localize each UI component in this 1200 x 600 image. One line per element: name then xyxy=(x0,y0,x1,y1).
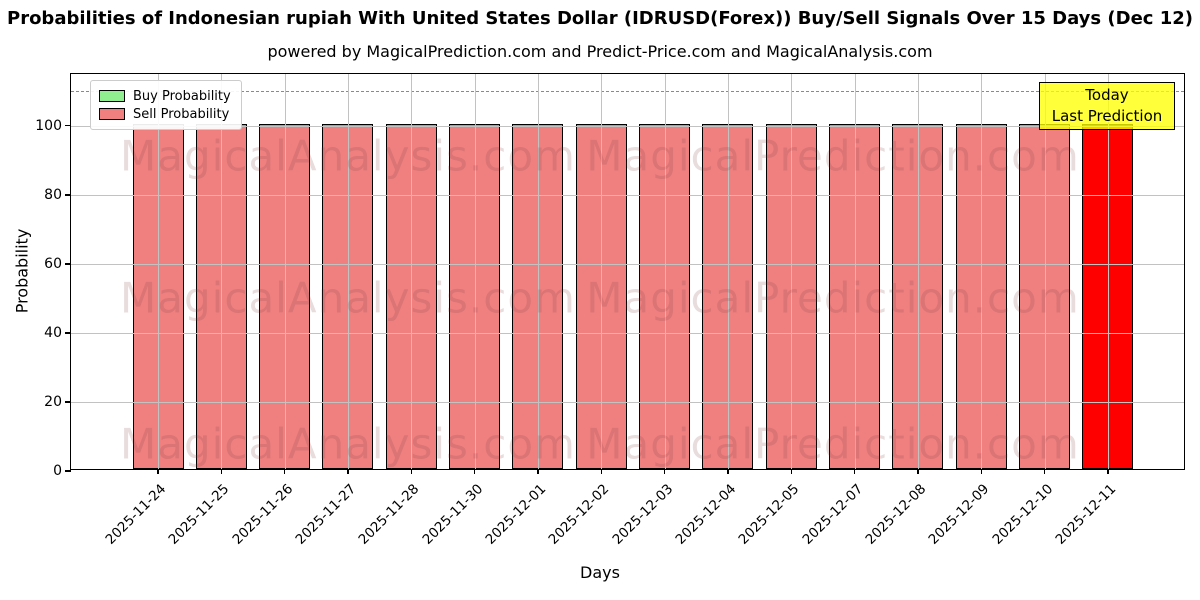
legend-label-sell: Sell Probability xyxy=(133,106,230,122)
v-gridline-2025-12-02 xyxy=(601,74,603,469)
x-tick-mark-2025-11-30 xyxy=(474,469,476,474)
legend: Buy Probability Sell Probability xyxy=(90,80,242,130)
y-tick-mark-0 xyxy=(65,470,71,472)
today-callout-line2: Last Prediction xyxy=(1051,107,1163,125)
v-gridline-2025-12-04 xyxy=(727,74,729,469)
v-gridline-2025-11-27 xyxy=(347,74,349,469)
sell-swatch-icon xyxy=(99,108,125,120)
buy-swatch-icon xyxy=(99,90,125,102)
x-tick-mark-2025-11-26 xyxy=(284,469,286,474)
dashed-threshold-line xyxy=(71,91,1184,93)
plot-inner: MagicalAnalysis.com MagicalPrediction.co… xyxy=(71,74,1184,469)
today-last-prediction-callout: Today Last Prediction xyxy=(1039,82,1175,130)
y-axis-label: Probability xyxy=(12,228,32,314)
h-gridline-80 xyxy=(71,194,1184,196)
v-gridline-2025-12-01 xyxy=(537,74,539,469)
x-tick-mark-2025-11-25 xyxy=(220,469,223,474)
x-tick-mark-2025-12-10 xyxy=(1044,469,1046,474)
v-gridline-2025-12-09 xyxy=(981,74,983,469)
y-tick-label-60: 60 xyxy=(44,255,62,272)
v-gridline-2025-11-30 xyxy=(474,74,476,469)
x-axis-label: Days xyxy=(580,563,620,582)
h-gridline-100 xyxy=(71,125,1184,127)
x-tick-label-2025-11-24: 2025-11-24 xyxy=(102,481,170,548)
v-gridline-2025-11-24 xyxy=(158,74,159,469)
x-tick-mark-2025-12-08 xyxy=(917,469,919,474)
today-callout-line1: Today xyxy=(1085,86,1129,104)
chart-subtitle: powered by MagicalPrediction.com and Pre… xyxy=(267,42,933,61)
v-gridline-2025-11-28 xyxy=(411,74,413,469)
chart-title: Probabilities of Indonesian rupiah With … xyxy=(7,8,1193,29)
x-tick-mark-2025-11-28 xyxy=(410,469,413,474)
v-gridline-2025-12-11 xyxy=(1107,74,1109,469)
x-tick-mark-2025-12-01 xyxy=(537,469,539,474)
y-tick-mark-40 xyxy=(65,332,71,334)
x-tick-mark-2025-11-24 xyxy=(157,469,159,474)
h-gridline-20 xyxy=(71,401,1184,403)
h-gridline-60 xyxy=(71,263,1184,265)
x-tick-mark-2025-12-02 xyxy=(600,469,602,474)
v-gridline-2025-11-26 xyxy=(284,74,286,469)
y-tick-mark-60 xyxy=(65,263,71,265)
y-tick-mark-80 xyxy=(65,194,71,196)
y-tick-label-20: 20 xyxy=(44,393,62,410)
x-tick-mark-2025-11-27 xyxy=(347,469,349,474)
x-tick-mark-2025-12-09 xyxy=(980,469,982,474)
v-gridline-2025-11-25 xyxy=(221,74,223,469)
plot-area: MagicalAnalysis.com MagicalPrediction.co… xyxy=(35,73,1185,548)
x-tick-mark-2025-12-05 xyxy=(790,469,792,474)
v-gridline-2025-12-10 xyxy=(1044,74,1046,469)
x-tick-mark-2025-12-04 xyxy=(727,469,729,474)
y-tick-label-100: 100 xyxy=(35,117,62,134)
legend-item-sell: Sell Probability xyxy=(99,105,231,123)
v-gridline-2025-12-05 xyxy=(791,74,793,469)
y-tick-mark-20 xyxy=(65,401,71,403)
y-tick-mark-100 xyxy=(65,125,71,127)
x-tick-mark-2025-12-03 xyxy=(664,469,666,474)
h-gridline-40 xyxy=(71,332,1184,334)
x-tick-mark-2025-12-07 xyxy=(854,469,856,474)
x-tick-mark-2025-12-11 xyxy=(1107,469,1109,474)
y-tick-label-80: 80 xyxy=(44,186,62,203)
legend-label-buy: Buy Probability xyxy=(133,88,231,104)
v-gridline-2025-12-03 xyxy=(664,74,666,469)
y-tick-label-0: 0 xyxy=(53,463,62,479)
y-tick-label-40: 40 xyxy=(44,324,62,341)
v-gridline-2025-12-08 xyxy=(917,74,919,469)
legend-item-buy: Buy Probability xyxy=(99,87,231,105)
v-gridline-2025-12-07 xyxy=(854,74,856,469)
